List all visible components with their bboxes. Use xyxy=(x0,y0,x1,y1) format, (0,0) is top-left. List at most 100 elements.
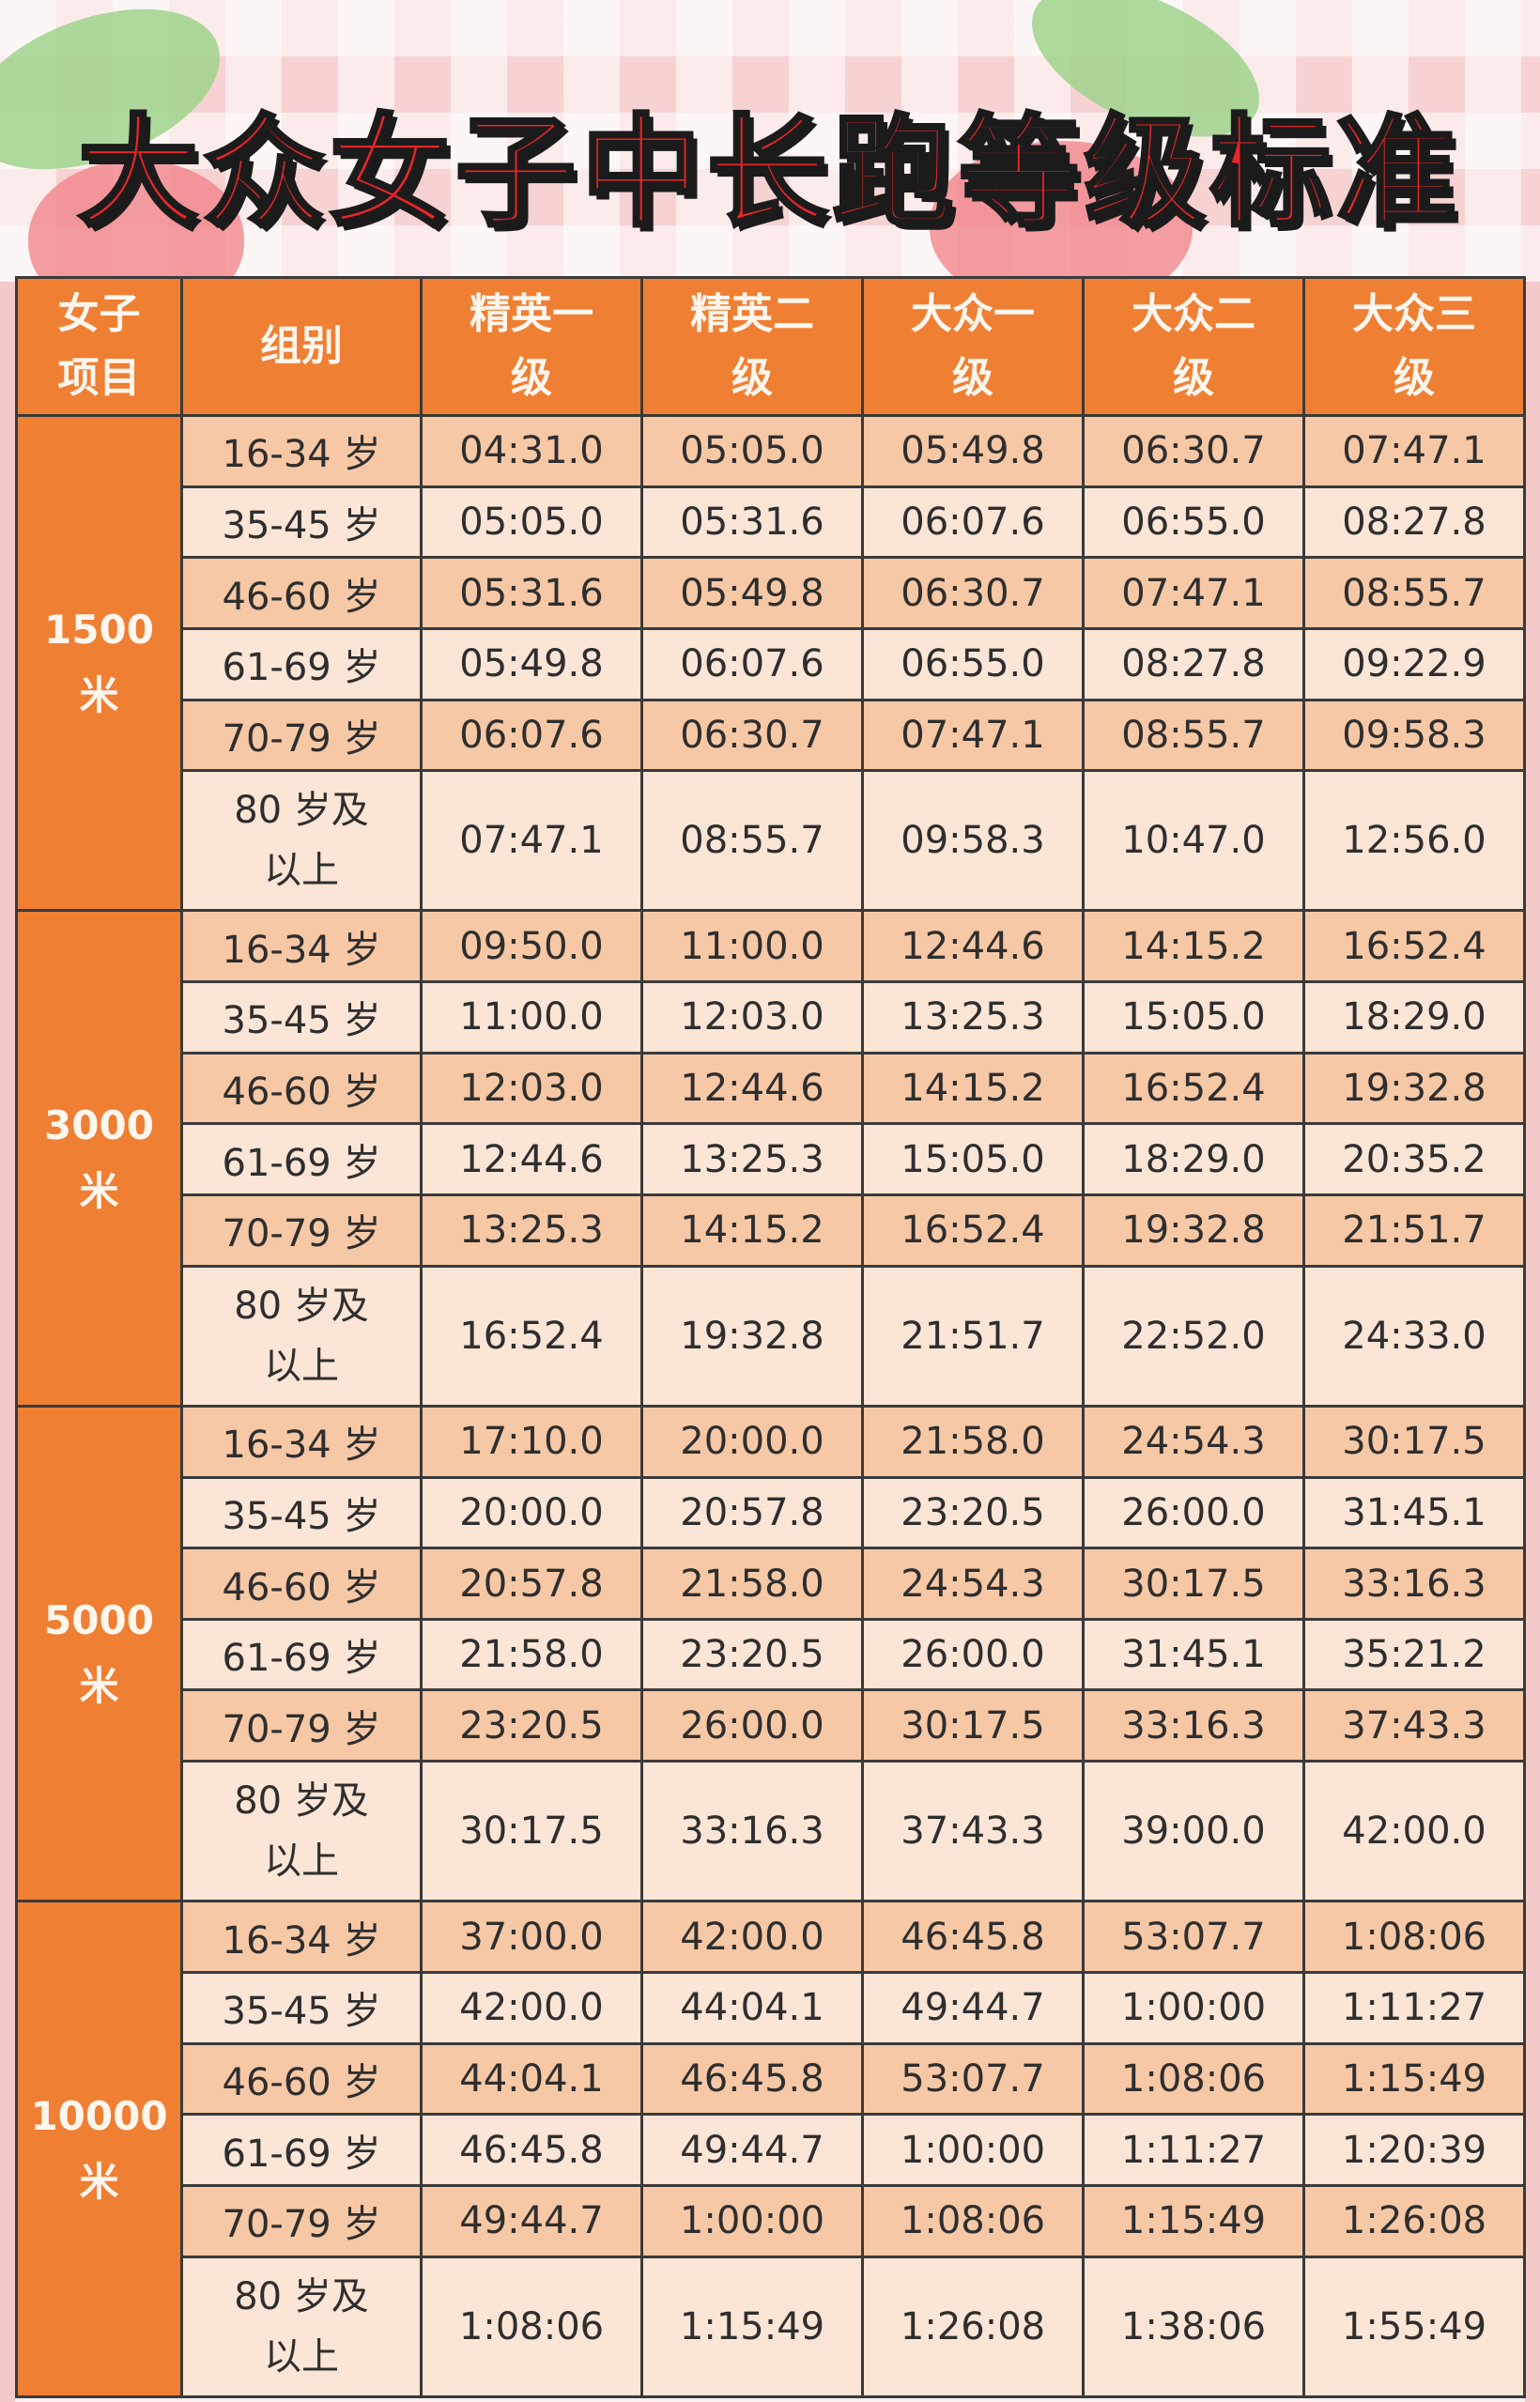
time-cell: 18:29.0 xyxy=(1302,980,1526,1055)
column-header: 大众二级 xyxy=(1082,276,1305,417)
age-group-cell: 16-34 岁 xyxy=(180,909,423,984)
time-cell: 31:45.1 xyxy=(1302,1475,1526,1550)
time-cell: 08:55.7 xyxy=(1302,556,1526,630)
time-cell: 06:07.6 xyxy=(640,626,864,701)
time-cell: 44:04.1 xyxy=(640,1971,864,2045)
time-cell: 07:47.1 xyxy=(861,698,1085,773)
table-row: 46-60 岁 05:31.6 05:49.8 06:30.7 07:47.1 08:55… xyxy=(17,556,1526,630)
table-row: 80 岁及 以上 1:08:06 1:15:49 1:26:08 1:38:06 1:55:… xyxy=(17,2255,1526,2399)
time-cell: 12:56.0 xyxy=(1302,769,1526,913)
time-cell: 1:38:06 xyxy=(1082,2255,1305,2399)
age-group-cell: 16-34 岁 xyxy=(180,1404,423,1479)
time-cell: 21:58.0 xyxy=(861,1404,1085,1479)
table-row: 61-69 岁 21:58.0 23:20.5 26:00.0 31:45.1 35:21… xyxy=(17,1617,1526,1692)
table-row: 70-79 岁 13:25.3 14:15.2 16:52.4 19:32.8 21:51… xyxy=(17,1193,1526,1268)
time-cell: 12:44.6 xyxy=(420,1122,643,1197)
time-cell: 1:00:00 xyxy=(861,2113,1085,2187)
column-header: 大众三级 xyxy=(1302,276,1526,417)
table-row: 1500 米 16-34 岁 04:31.0 05:05.0 05:49.8 06:30.7… xyxy=(15,413,1526,913)
time-cell: 09:58.3 xyxy=(861,769,1085,913)
event-cell: 3000 米 xyxy=(15,909,183,1408)
time-cell: 08:27.8 xyxy=(1302,485,1526,560)
age-group-cell: 16-34 岁 xyxy=(180,414,423,488)
time-cell: 12:44.6 xyxy=(640,1051,864,1126)
column-header: 组别 xyxy=(180,276,423,417)
time-cell: 42:00.0 xyxy=(640,1900,864,1974)
time-cell: 1:08:06 xyxy=(420,2255,643,2399)
column-header: 大众一级 xyxy=(861,276,1085,417)
time-cell: 21:58.0 xyxy=(420,1617,643,1692)
time-cell: 30:17.5 xyxy=(420,1760,643,1903)
age-group-cell: 80 岁及 以上 xyxy=(180,2255,423,2399)
decorative-background xyxy=(0,0,1540,282)
time-cell: 11:00.0 xyxy=(640,909,864,984)
time-cell: 20:57.8 xyxy=(420,1547,643,1621)
table-row: 35-45 岁 11:00.0 12:03.0 13:25.3 15:05.0 18:29… xyxy=(17,980,1526,1055)
time-cell: 46:45.8 xyxy=(640,2041,864,2117)
table-row: 70-79 岁 23:20.5 26:00.0 30:17.5 33:16.3 37:43… xyxy=(17,1688,1526,1763)
time-cell: 37:00.0 xyxy=(420,1900,643,1974)
time-cell: 08:27.8 xyxy=(1082,626,1305,701)
time-cell: 1:55:49 xyxy=(1302,2255,1526,2399)
time-cell: 08:55.7 xyxy=(640,769,864,913)
time-cell: 05:49.8 xyxy=(861,414,1085,488)
time-cell: 23:20.5 xyxy=(861,1475,1085,1550)
age-group-cell: 61-69 岁 xyxy=(180,1122,423,1197)
time-cell: 1:20:39 xyxy=(1302,2113,1526,2187)
table-row: 35-45 岁 42:00.0 44:04.1 49:44.7 1:00:00 1:11:… xyxy=(17,1971,1526,2045)
time-cell: 13:25.3 xyxy=(861,980,1085,1055)
time-cell: 05:49.8 xyxy=(420,626,643,701)
time-cell: 12:03.0 xyxy=(640,980,864,1055)
time-cell: 19:32.8 xyxy=(1302,1051,1526,1126)
time-cell: 46:45.8 xyxy=(420,2113,643,2187)
page-title: 大众女子中长跑等级标准 xyxy=(76,101,1462,245)
age-group-cell: 46-60 岁 xyxy=(180,1547,423,1621)
time-cell: 1:15:49 xyxy=(1302,2041,1526,2117)
time-cell: 26:00.0 xyxy=(640,1688,864,1763)
table-row: 5000 米 16-34 岁 17:10.0 20:00.0 21:58.0 24:54.3… xyxy=(15,1404,1526,1903)
table-row: 70-79 岁 06:07.6 06:30.7 07:47.1 08:55.7 09:58… xyxy=(17,698,1526,773)
time-cell: 21:51.7 xyxy=(1302,1193,1526,1268)
time-cell: 09:58.3 xyxy=(1302,698,1526,773)
time-cell: 26:00.0 xyxy=(861,1617,1085,1692)
time-cell: 37:43.3 xyxy=(1302,1688,1526,1763)
age-group-cell: 80 岁及 以上 xyxy=(180,1760,423,1903)
time-cell: 06:30.7 xyxy=(861,556,1085,630)
time-cell: 20:35.2 xyxy=(1302,1122,1526,1197)
time-cell: 30:17.5 xyxy=(1302,1404,1526,1479)
time-cell: 14:15.2 xyxy=(1082,909,1305,984)
time-cell: 53:07.7 xyxy=(1082,1900,1305,1974)
time-cell: 39:00.0 xyxy=(1082,1760,1305,1903)
time-cell: 12:44.6 xyxy=(861,909,1085,984)
time-cell: 14:15.2 xyxy=(640,1193,864,1268)
time-cell: 05:31.6 xyxy=(420,556,643,630)
time-cell: 24:54.3 xyxy=(1082,1404,1305,1479)
age-group-cell: 35-45 岁 xyxy=(180,485,423,560)
time-cell: 08:55.7 xyxy=(1082,698,1305,773)
age-group-cell: 80 岁及 以上 xyxy=(180,769,423,913)
time-cell: 44:04.1 xyxy=(420,2041,643,2117)
table-row: 70-79 岁 49:44.7 1:00:00 1:08:06 1:15:49 1:26:… xyxy=(17,2183,1526,2258)
time-cell: 06:30.7 xyxy=(1082,414,1305,488)
time-cell: 1:08:06 xyxy=(1082,2041,1305,2117)
column-header: 精英二级 xyxy=(640,276,864,417)
time-cell: 06:07.6 xyxy=(420,698,643,773)
time-cell: 06:55.0 xyxy=(1082,485,1305,560)
time-cell: 1:11:27 xyxy=(1302,1971,1526,2045)
time-cell: 19:32.8 xyxy=(1082,1193,1305,1268)
time-cell: 11:00.0 xyxy=(420,980,643,1055)
table-row: 3000 米 16-34 岁 09:50.0 11:00.0 12:44.6 14:15.2… xyxy=(15,909,1526,1408)
time-cell: 04:31.0 xyxy=(420,414,643,488)
time-cell: 21:51.7 xyxy=(861,1264,1085,1408)
age-group-cell: 70-79 岁 xyxy=(180,698,423,773)
time-cell: 33:16.3 xyxy=(640,1760,864,1903)
time-cell: 07:47.1 xyxy=(1082,556,1305,630)
time-cell: 1:11:27 xyxy=(1082,2113,1305,2187)
time-cell: 10:47.0 xyxy=(1082,769,1305,913)
time-cell: 31:45.1 xyxy=(1082,1617,1305,1692)
event-cell: 1500 米 xyxy=(15,413,183,913)
age-group-cell: 70-79 岁 xyxy=(180,2183,423,2258)
table-row: 80 岁及 以上 07:47.1 08:55.7 09:58.3 10:47.0 12:56… xyxy=(17,769,1526,913)
time-cell: 53:07.7 xyxy=(861,2041,1085,2117)
table-row: 61-69 岁 05:49.8 06:07.6 06:55.0 08:27.8 09:22… xyxy=(17,626,1526,701)
